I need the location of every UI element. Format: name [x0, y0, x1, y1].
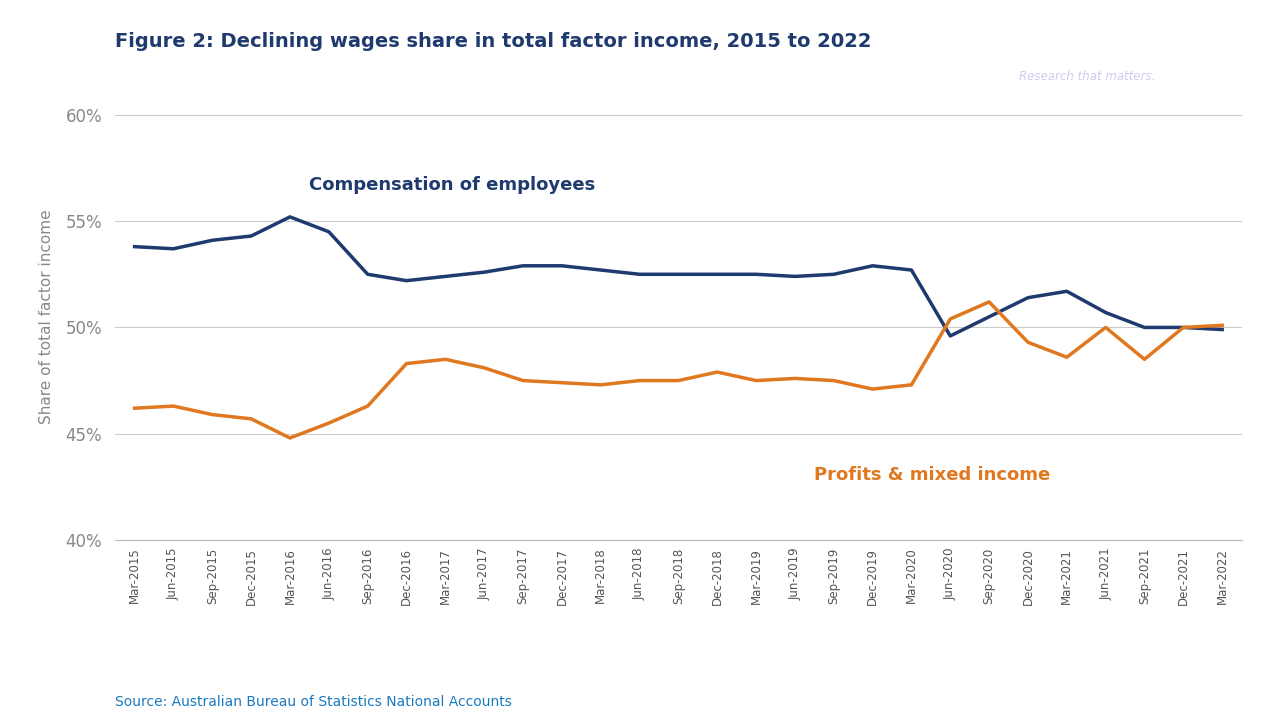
Y-axis label: Share of total factor income: Share of total factor income	[40, 210, 54, 424]
Text: Australia Institute: Australia Institute	[888, 39, 1089, 58]
Text: Figure 2: Declining wages share in total factor income, 2015 to 2022: Figure 2: Declining wages share in total…	[115, 32, 872, 51]
Text: Profits & mixed income: Profits & mixed income	[814, 466, 1051, 484]
Text: Compensation of employees: Compensation of employees	[310, 176, 595, 194]
Text: The: The	[846, 41, 865, 51]
Text: Source: Australian Bureau of Statistics National Accounts: Source: Australian Bureau of Statistics …	[115, 696, 512, 709]
Text: Research that matters.: Research that matters.	[1019, 70, 1156, 83]
